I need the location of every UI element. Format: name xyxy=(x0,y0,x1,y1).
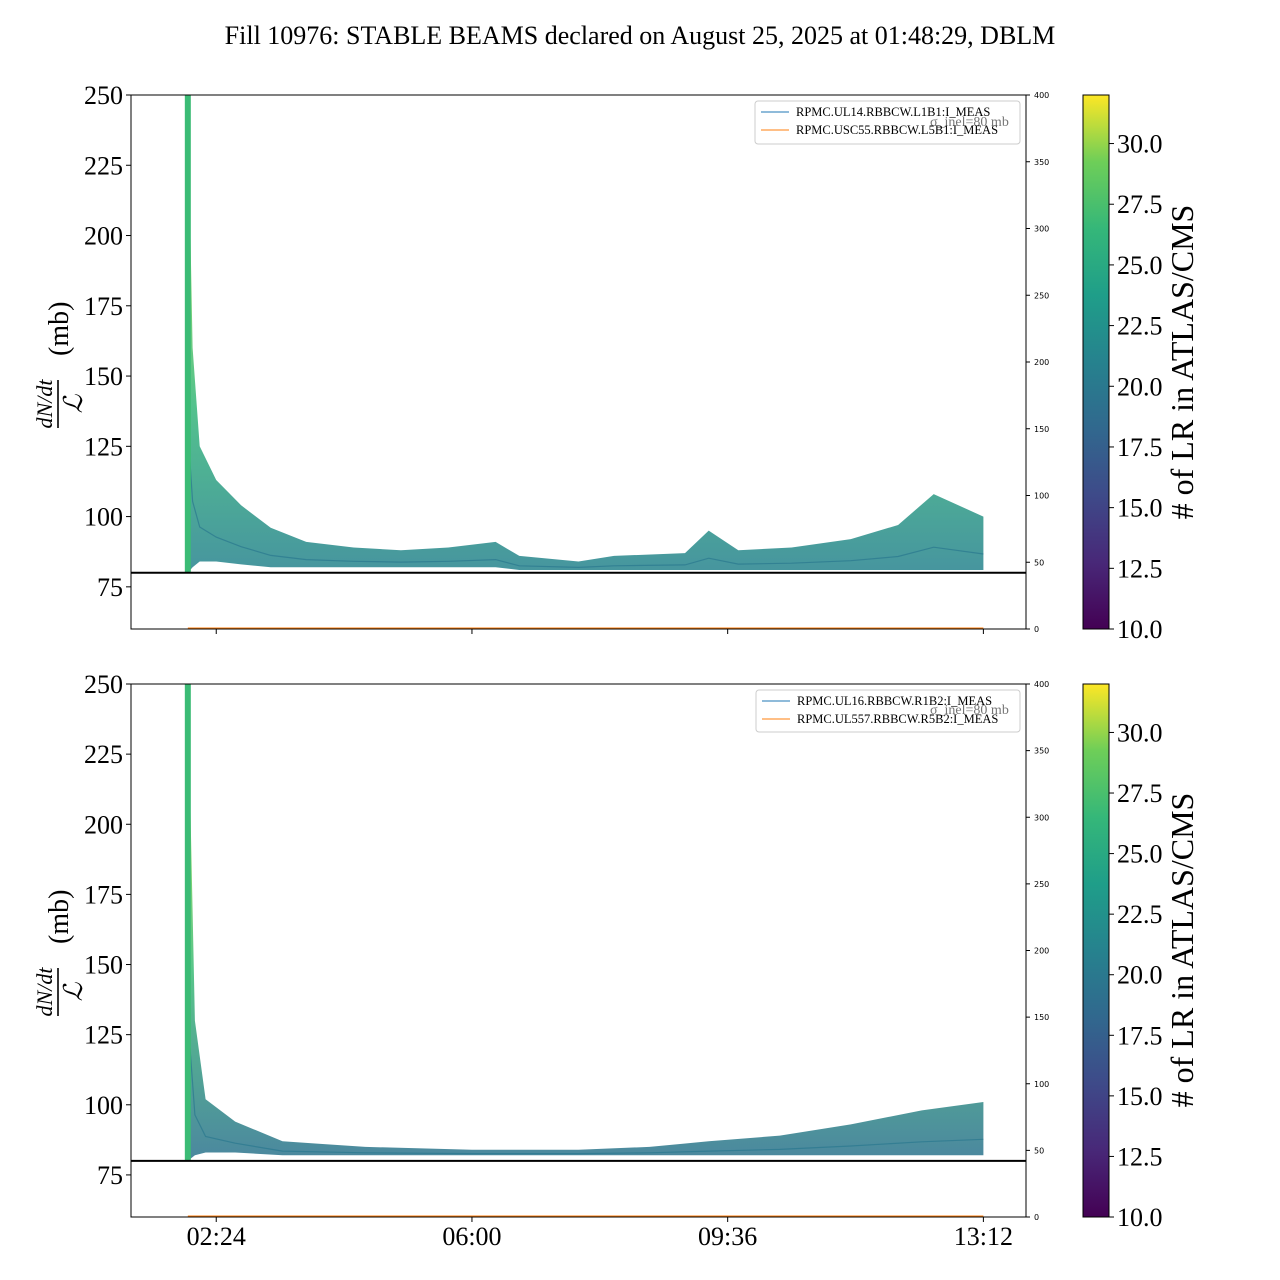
right-ytick-label: 0 xyxy=(1034,1213,1039,1222)
top-ylabel: dN/dt ℒ (mb) xyxy=(32,302,88,429)
top-legend-overlay: σ_inel=80 mb xyxy=(930,115,1009,130)
data-bundle xyxy=(187,95,984,573)
top-ylabel-unit: (mb) xyxy=(44,302,75,356)
data-bundle xyxy=(187,684,984,1161)
ytick-label: 200 xyxy=(84,810,123,839)
right-ytick-label: 300 xyxy=(1034,813,1049,822)
colorbar-tick-label: 10.0 xyxy=(1117,1203,1163,1232)
top-legend: σ_inel=80 mb RPMC.UL14.RBBCW.L1B1:I_MEAS… xyxy=(754,100,1021,145)
colorbar-tick-label: 15.0 xyxy=(1117,494,1163,523)
top-legend-label-1: RPMC.UL14.RBBCW.L1B1:I_MEAS xyxy=(796,105,990,119)
ytick-label: 250 xyxy=(84,81,123,110)
top-right-yaxis: 0 50 100 150 200 250 300 350 400 xyxy=(1026,91,1049,634)
bottom-colorbar: 10.0 12.5 15.0 17.5 20.0 22.5 25.0 27.5 30.0 # o… xyxy=(1082,683,1200,1232)
ytick-label: 75 xyxy=(97,573,123,602)
colorbar-tick-label: 17.5 xyxy=(1117,1021,1163,1050)
ytick-label: 75 xyxy=(97,1161,123,1190)
median-trace xyxy=(187,1017,984,1155)
right-ytick-label: 350 xyxy=(1034,747,1049,756)
ytick-label: 200 xyxy=(84,222,123,251)
median-trace xyxy=(187,429,984,569)
figure-title: Fill 10976: STABLE BEAMS declared on Aug… xyxy=(225,21,1056,50)
top-legend-label-2: RPMC.USC55.RBBCW.L5B1:I_MEAS xyxy=(796,123,998,137)
bottom-legend-label-1: RPMC.UL16.RBBCW.R1B2:I_MEAS xyxy=(797,694,992,708)
right-ytick-label: 50 xyxy=(1034,558,1044,567)
colorbar-tick-label: 22.5 xyxy=(1117,900,1163,929)
colorbar-tick-label: 30.0 xyxy=(1117,718,1163,747)
right-ytick-label: 200 xyxy=(1034,358,1049,367)
colorbar-tick-label: 30.0 xyxy=(1117,130,1163,159)
top-ylabel-denominator: ℒ xyxy=(59,393,88,413)
right-ytick-label: 200 xyxy=(1034,947,1049,956)
colorbar-tick-label: 25.0 xyxy=(1117,840,1163,869)
colorbar-tick-label: 20.0 xyxy=(1117,372,1163,401)
right-ytick-label: 400 xyxy=(1034,91,1049,100)
colorbar-tick-label: 15.0 xyxy=(1117,1082,1163,1111)
colorbar-tick-label: 20.0 xyxy=(1117,961,1163,990)
top-plot-area xyxy=(131,95,1026,629)
top-legend-box xyxy=(754,100,1021,145)
top-xaxis xyxy=(215,629,984,634)
bottom-plot-area xyxy=(131,684,1026,1217)
bottom-legend: σ_inel=80 mb RPMC.UL16.RBBCW.R1B2:I_MEAS… xyxy=(755,689,1021,733)
bottom-ylabel-numerator: dN/dt xyxy=(32,967,57,1017)
bottom-xaxis: 02:24 06:00 09:36 13:12 xyxy=(187,1217,1013,1251)
ytick-label: 125 xyxy=(84,1021,123,1050)
bottom-legend-label-2: RPMC.UL557.RBBCW.R5B2:I_MEAS xyxy=(797,712,998,726)
ytick-label: 150 xyxy=(84,362,123,391)
ytick-label: 225 xyxy=(84,740,123,769)
ytick-label: 175 xyxy=(84,292,123,321)
right-ytick-label: 150 xyxy=(1034,425,1049,434)
bottom-legend-box xyxy=(755,689,1021,733)
bottom-colorbar-label: # of LR in ATLAS/CMS xyxy=(1164,793,1200,1108)
bottom-ylabel-unit: (mb) xyxy=(44,890,75,944)
right-ytick-label: 0 xyxy=(1034,625,1039,634)
bottom-ylabel-denominator: ℒ xyxy=(59,981,88,1001)
bottom-left-yaxis: 75 100 125 150 175 200 225 250 xyxy=(84,670,131,1190)
xtick-label: 09:36 xyxy=(698,1222,757,1251)
right-ytick-label: 300 xyxy=(1034,225,1049,234)
colorbar-tick-label: 27.5 xyxy=(1117,190,1163,219)
colorbar-tick-label: 12.5 xyxy=(1117,1142,1163,1171)
colorbar-tick-label: 10.0 xyxy=(1117,615,1163,644)
top-colorbar-ticks: 10.0 12.5 15.0 17.5 20.0 22.5 25.0 27.5 30.0 xyxy=(1109,130,1163,644)
ytick-label: 225 xyxy=(84,151,123,180)
ytick-label: 125 xyxy=(84,432,123,461)
ytick-label: 175 xyxy=(84,880,123,909)
top-colorbar-gradient xyxy=(1082,94,1110,630)
ytick-label: 100 xyxy=(84,503,123,532)
bottom-colorbar-gradient xyxy=(1082,683,1110,1218)
xtick-label: 13:12 xyxy=(954,1222,1013,1251)
colorbar-tick-label: 27.5 xyxy=(1117,779,1163,808)
bottom-legend-overlay: σ_inel=80 mb xyxy=(930,703,1009,718)
right-ytick-label: 400 xyxy=(1034,680,1049,689)
top-panel: 75 100 125 150 175 200 225 250 0 50 100 150 200 250 3… xyxy=(32,81,1049,634)
bottom-panel: 75 100 125 150 175 200 225 250 0 50 100 150 200 250 3… xyxy=(32,670,1049,1251)
right-ytick-label: 250 xyxy=(1034,880,1049,889)
ytick-label: 250 xyxy=(84,670,123,699)
right-ytick-label: 250 xyxy=(1034,291,1049,300)
ytick-label: 150 xyxy=(84,951,123,980)
bottom-colorbar-ticks: 10.0 12.5 15.0 17.5 20.0 22.5 25.0 27.5 30.0 xyxy=(1109,718,1163,1232)
bottom-right-yaxis: 0 50 100 150 200 250 300 350 400 xyxy=(1026,680,1049,1222)
top-ylabel-numerator: dN/dt xyxy=(32,379,57,429)
colorbar-tick-label: 25.0 xyxy=(1117,251,1163,280)
colorbar-tick-label: 22.5 xyxy=(1117,312,1163,341)
colorbar-tick-label: 12.5 xyxy=(1117,554,1163,583)
right-ytick-label: 100 xyxy=(1034,492,1049,501)
right-ytick-label: 150 xyxy=(1034,1013,1049,1022)
right-ytick-label: 50 xyxy=(1034,1146,1044,1155)
xtick-label: 02:24 xyxy=(187,1222,246,1251)
xtick-label: 06:00 xyxy=(442,1222,501,1251)
ytick-label: 100 xyxy=(84,1091,123,1120)
bottom-ylabel: dN/dt ℒ (mb) xyxy=(32,890,88,1017)
top-left-yaxis: 75 100 125 150 175 200 225 250 xyxy=(84,81,131,602)
colorbar-tick-label: 17.5 xyxy=(1117,433,1163,462)
right-ytick-label: 100 xyxy=(1034,1080,1049,1089)
top-colorbar: 10.0 12.5 15.0 17.5 20.0 22.5 25.0 27.5 30.0 # o… xyxy=(1082,94,1200,644)
right-ytick-label: 350 xyxy=(1034,158,1049,167)
top-colorbar-label: # of LR in ATLAS/CMS xyxy=(1164,205,1200,520)
